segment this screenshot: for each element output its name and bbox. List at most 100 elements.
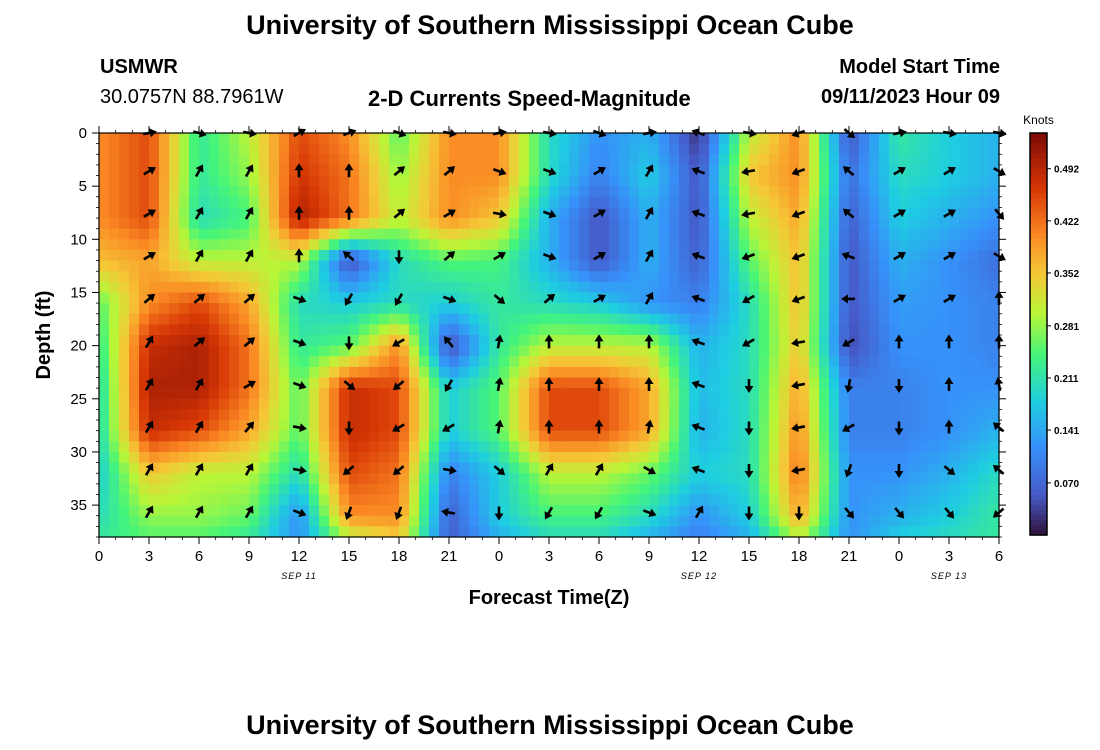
current-vector [243,380,256,390]
heatmap-cell [929,303,940,315]
heatmap-cell [99,239,110,251]
heatmap-cell [989,494,1000,506]
heatmap-cell [159,494,170,506]
heatmap-cell [289,483,300,496]
current-vector [494,506,504,521]
heatmap-cell [499,324,510,336]
heatmap-cell [139,260,150,272]
heatmap-cell [989,366,1000,379]
heatmap-cell [979,218,990,230]
heatmap-cell [479,462,490,474]
heatmap-cell [839,271,850,283]
heatmap-cell [209,133,220,145]
heatmap-cell [629,324,640,336]
heatmap-cell [979,292,990,304]
heatmap-cell [359,515,370,527]
heatmap-cell [469,281,480,294]
heatmap-cell [189,462,200,474]
heatmap-cell [859,366,870,379]
heatmap-cell [579,526,590,538]
heatmap-cell [99,462,110,474]
heatmap-cell [699,143,710,155]
heatmap-cell [429,207,440,219]
heatmap-cell [899,260,910,272]
heatmap-cell [779,281,790,294]
heatmap-cell [99,281,110,294]
heatmap-cell [459,441,470,453]
colorbar-segment [1030,263,1047,270]
heatmap-cell [519,356,530,368]
heatmap-cell [829,505,840,517]
heatmap-cell [229,239,240,251]
heatmap-cell [189,430,200,442]
heatmap-cell [879,186,890,198]
heatmap-cell [319,271,330,283]
heatmap-cell [169,345,180,357]
heatmap-cell [859,515,870,527]
heatmap-cell [819,462,830,474]
heatmap-cell [359,207,370,219]
heatmap-cell [919,164,930,177]
heatmap-cell [469,335,480,347]
heatmap-cell [269,420,280,432]
colorbar-segment [1030,484,1047,491]
heatmap-cell [519,228,530,240]
heatmap-cell [329,281,340,294]
current-vector [144,463,154,476]
heatmap-cell [919,218,930,230]
heatmap-cell [559,420,570,432]
heatmap-cell [179,398,190,411]
heatmap-cell [419,473,430,485]
heatmap-cell [889,313,900,325]
heatmap-cell [379,207,390,219]
heatmap-cell [629,441,640,453]
heatmap-cell [129,133,140,145]
heatmap-cell [409,249,420,262]
heatmap-cell [379,335,390,347]
heatmap-cell [179,377,190,389]
heatmap-cell [659,473,670,485]
heatmap-cell [729,186,740,198]
heatmap-cell [319,494,330,506]
heatmap-cell [329,164,340,177]
heatmap-cell [369,366,380,379]
heatmap-cell [119,313,130,325]
heatmap-cell [249,345,260,357]
heatmap-cell [119,154,130,166]
heatmap-cell [589,388,600,400]
heatmap-cell [199,388,210,400]
heatmap-cell [309,281,320,294]
heatmap-cell [839,430,850,442]
heatmap-cell [939,218,950,230]
heatmap-cell [279,196,290,209]
heatmap-cell [229,324,240,336]
heatmap-cell [199,483,210,496]
heatmap-cell [539,388,550,400]
heatmap-cell [279,356,290,368]
heatmap-cell [629,356,640,368]
heatmap-cell [689,186,700,198]
heatmap-cell [819,143,830,155]
heatmap-cell [559,186,570,198]
heatmap-cell [489,175,500,187]
heatmap-cell [779,345,790,357]
heatmap-cell [989,303,1000,315]
heatmap-cell [519,420,530,432]
heatmap-cell [579,239,590,251]
current-vector [292,338,307,347]
heatmap-cell [439,526,450,538]
heatmap-cell [109,473,120,485]
heatmap-cell [609,451,620,464]
heatmap-cell [819,154,830,166]
current-vector [994,208,1005,220]
heatmap-cell [519,292,530,304]
heatmap-cell [559,388,570,400]
heatmap-cell [779,228,790,240]
heatmap-cell [239,526,250,538]
heatmap-cell [199,505,210,517]
heatmap-cell [879,154,890,166]
heatmap-cell [599,239,610,251]
heatmap-cell [259,430,270,442]
heatmap-cell [639,515,650,527]
heatmap-cell [459,271,470,283]
